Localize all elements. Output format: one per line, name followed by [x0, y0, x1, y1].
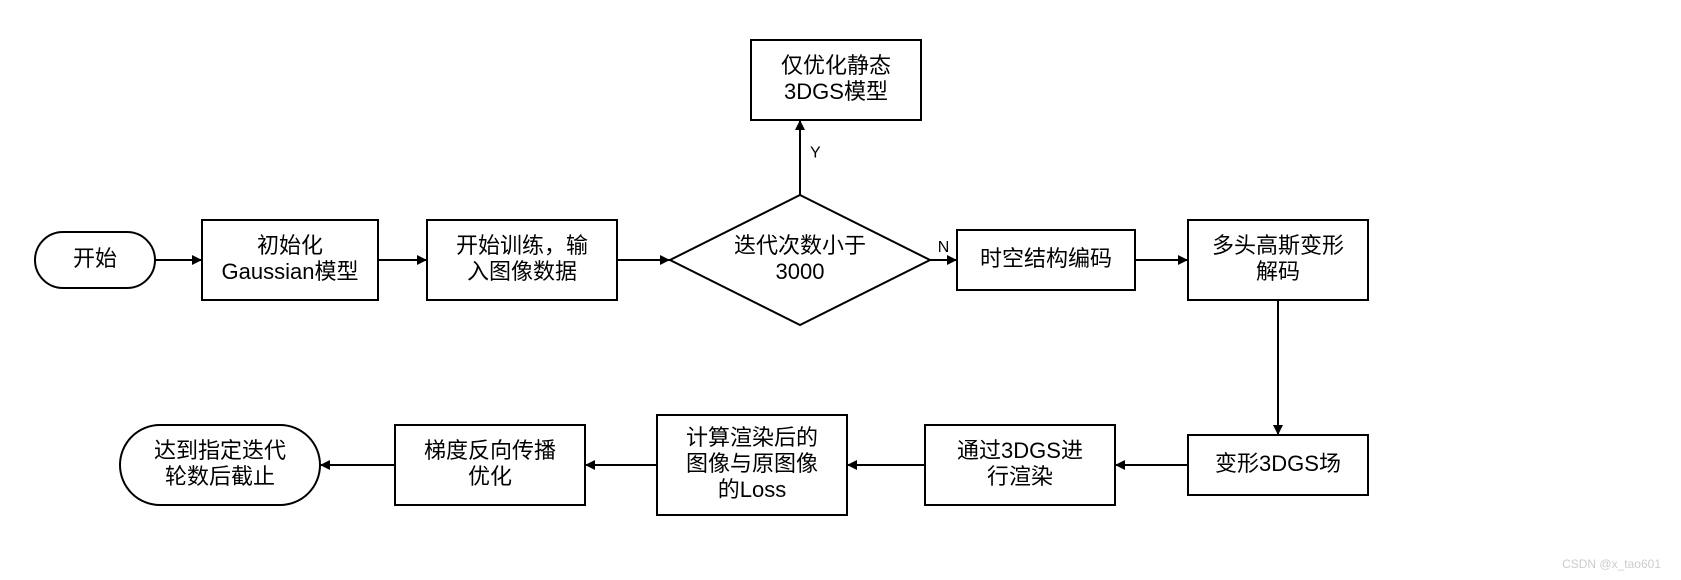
node-decide: 迭代次数小于3000	[670, 195, 930, 325]
node-static: 仅优化静态3DGS模型	[751, 40, 921, 120]
edge-label-decide-static: Y	[810, 145, 821, 162]
node-init: 初始化Gaussian模型	[202, 220, 378, 300]
svg-text:行渲染: 行渲染	[987, 464, 1053, 489]
svg-text:梯度反向传播: 梯度反向传播	[424, 438, 556, 463]
node-decode: 多头高斯变形解码	[1188, 220, 1368, 300]
svg-text:迭代次数小于: 迭代次数小于	[734, 233, 866, 258]
node-encode: 时空结构编码	[957, 230, 1135, 290]
svg-text:3DGS模型: 3DGS模型	[784, 79, 888, 104]
node-render: 通过3DGS进行渲染	[925, 425, 1115, 505]
node-start: 开始	[35, 232, 155, 288]
svg-text:Gaussian模型: Gaussian模型	[222, 259, 359, 284]
edge-label-decide-encode: N	[938, 239, 950, 256]
svg-text:通过3DGS进: 通过3DGS进	[957, 438, 1083, 463]
svg-text:的Loss: 的Loss	[718, 477, 786, 502]
svg-text:轮数后截止: 轮数后截止	[165, 464, 275, 489]
svg-text:解码: 解码	[1256, 259, 1300, 284]
svg-text:仅优化静态: 仅优化静态	[781, 53, 891, 78]
svg-text:计算渲染后的: 计算渲染后的	[686, 425, 818, 450]
node-backprop: 梯度反向传播优化	[395, 425, 585, 505]
svg-text:入图像数据: 入图像数据	[467, 259, 577, 284]
node-train: 开始训练，输入图像数据	[427, 220, 617, 300]
svg-text:图像与原图像: 图像与原图像	[686, 451, 818, 476]
svg-text:达到指定迭代: 达到指定迭代	[154, 438, 286, 463]
node-deform: 变形3DGS场	[1188, 435, 1368, 495]
flowchart-diagram: 开始初始化Gaussian模型开始训练，输入图像数据迭代次数小于3000仅优化静…	[0, 0, 1681, 580]
watermark: CSDN @x_tao601	[1562, 557, 1661, 571]
node-loss: 计算渲染后的图像与原图像的Loss	[657, 415, 847, 515]
svg-text:多头高斯变形: 多头高斯变形	[1212, 233, 1344, 258]
svg-text:时空结构编码: 时空结构编码	[980, 246, 1112, 271]
svg-text:开始训练，输: 开始训练，输	[456, 233, 588, 258]
svg-text:初始化: 初始化	[257, 233, 323, 258]
svg-text:优化: 优化	[468, 464, 512, 489]
svg-text:开始: 开始	[73, 246, 117, 271]
node-end: 达到指定迭代轮数后截止	[120, 425, 320, 505]
svg-text:变形3DGS场: 变形3DGS场	[1215, 451, 1341, 476]
svg-text:3000: 3000	[776, 259, 825, 284]
